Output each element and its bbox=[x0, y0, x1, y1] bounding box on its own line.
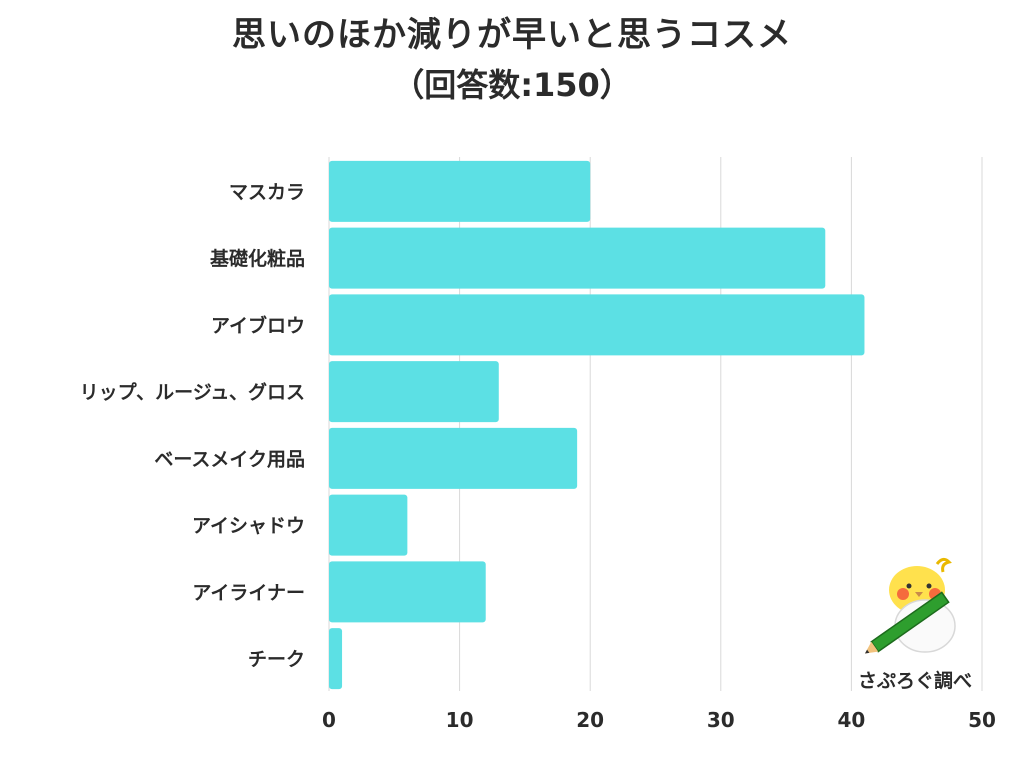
category-label: 基礎化粧品 bbox=[209, 247, 305, 270]
x-tick-label: 10 bbox=[446, 708, 474, 732]
x-tick-label: 20 bbox=[576, 708, 604, 732]
bar bbox=[329, 160, 591, 222]
mascot-eye-right bbox=[926, 583, 932, 589]
pencil-icon bbox=[864, 591, 950, 654]
category-label: ベースメイク用品 bbox=[154, 448, 305, 470]
chart-subtitle: （回答数:150） bbox=[392, 66, 632, 104]
bar bbox=[329, 294, 865, 356]
x-tick-label: 0 bbox=[322, 708, 336, 732]
bar bbox=[329, 561, 486, 623]
x-tick-label: 40 bbox=[837, 708, 865, 732]
bar bbox=[329, 361, 499, 423]
x-tick-label: 50 bbox=[968, 708, 996, 732]
category-label: チーク bbox=[248, 649, 305, 671]
credit-label: さぷろぐ調べ bbox=[857, 670, 972, 692]
bar bbox=[329, 628, 343, 690]
mascot-cheek-left bbox=[897, 588, 909, 600]
x-tick-label: 30 bbox=[707, 708, 735, 732]
category-label: アイシャドウ bbox=[192, 515, 305, 537]
title-block: 思いのほか減りが早いと思うコスメ （回答数:150） bbox=[0, 12, 1024, 108]
bird-mascot-icon bbox=[864, 557, 956, 654]
bar bbox=[329, 427, 578, 489]
category-label: アイライナー bbox=[192, 582, 305, 604]
category-label: アイブロウ bbox=[211, 314, 305, 337]
category-label: リップ、ルージュ、グロス bbox=[80, 381, 305, 404]
mascot-beak bbox=[915, 592, 923, 597]
mascot-crest bbox=[935, 557, 952, 573]
category-label: マスカラ bbox=[229, 181, 305, 203]
bar bbox=[329, 494, 408, 556]
chart-title: 思いのほか減りが早いと思うコスメ bbox=[232, 15, 792, 55]
mascot-eye-left bbox=[906, 583, 912, 589]
bar bbox=[329, 227, 826, 289]
